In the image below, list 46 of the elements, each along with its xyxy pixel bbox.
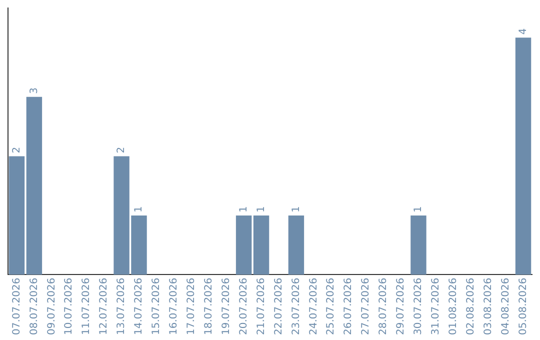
x-tick-label: 08.07.2026 <box>28 278 40 336</box>
x-tick-label: 11.07.2026 <box>81 278 92 336</box>
x-tick-label: 28.07.2026 <box>378 278 390 336</box>
data-label: 1 <box>134 206 145 212</box>
bar <box>410 215 426 275</box>
x-tick-label: 10.07.2026 <box>64 278 75 336</box>
data-label: 1 <box>290 206 302 212</box>
x-tick-label: 21.07.2026 <box>256 278 267 336</box>
x-tick-label: 27.07.2026 <box>360 278 372 336</box>
x-tick-label: 19.07.2026 <box>220 278 232 336</box>
x-tick-label: 22.07.2026 <box>273 278 284 336</box>
data-label: 2 <box>116 146 128 154</box>
x-tick-label: 18.07.2026 <box>203 278 214 336</box>
bar <box>288 215 304 275</box>
x-tick-label: 20.07.2026 <box>238 278 250 336</box>
x-tick-label: 14.07.2026 <box>134 278 145 336</box>
x-tick-label: 05.08.2026 <box>518 278 529 336</box>
x-tick-label: 16.07.2026 <box>168 278 180 336</box>
x-tick-label: 29.07.2026 <box>396 278 407 336</box>
x-tick-label: 26.07.2026 <box>343 278 354 336</box>
x-tick-label: 24.07.2026 <box>308 278 320 336</box>
bar <box>515 38 532 275</box>
data-label: 1 <box>238 206 250 212</box>
x-tick-label: 31.07.2026 <box>430 278 442 336</box>
bar <box>253 215 270 275</box>
data-label: 1 <box>256 206 267 212</box>
x-tick-label: 23.07.2026 <box>290 278 302 336</box>
x-tick-label: 09.07.2026 <box>46 278 58 336</box>
x-tick-label: 03.08.2026 <box>482 278 494 336</box>
data-label: 3 <box>28 88 40 94</box>
data-label: 1 <box>413 206 424 212</box>
data-label: 2 <box>11 146 22 154</box>
bar <box>8 156 25 275</box>
data-label: 4 <box>518 28 529 35</box>
x-tick-label: 30.07.2026 <box>413 278 424 336</box>
x-tick-label: 04.08.2026 <box>500 278 512 336</box>
x-tick-label: 15.07.2026 <box>151 278 162 336</box>
x-tick-label: 12.07.2026 <box>98 278 110 336</box>
bar <box>236 215 252 275</box>
x-tick-label: 13.07.2026 <box>116 278 128 336</box>
bar <box>26 96 42 275</box>
x-tick-label: 17.07.2026 <box>186 278 197 336</box>
x-tick-label: 07.07.2026 <box>11 278 22 336</box>
x-tick-label: 25.07.2026 <box>326 278 337 336</box>
x-tick-label: 01.08.2026 <box>448 278 459 336</box>
x-tick-label: 02.08.2026 <box>465 278 476 336</box>
